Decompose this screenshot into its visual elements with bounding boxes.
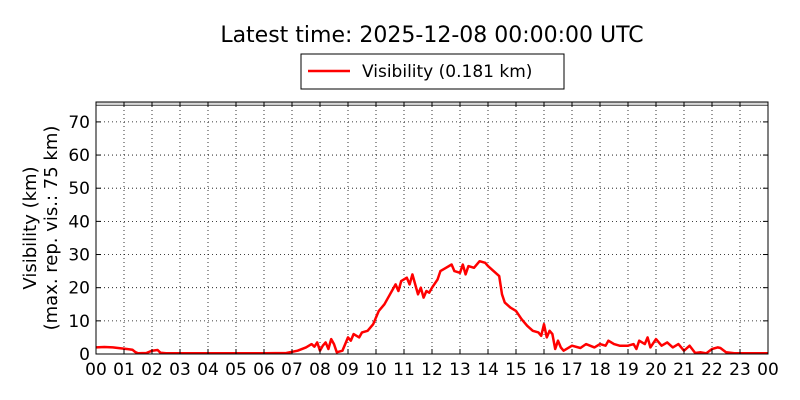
x-tick-label: 07	[281, 360, 303, 380]
x-tick-label: 04	[197, 360, 219, 380]
x-tick-label: 00	[85, 360, 107, 380]
x-tick-label: 18	[589, 360, 611, 380]
y-tick-label: 30	[68, 246, 90, 266]
y-tick-label: 50	[68, 179, 90, 199]
x-tick-label: 06	[253, 360, 275, 380]
plot-frame	[95, 101, 769, 355]
y-tick-label: 40	[68, 212, 90, 232]
y-axis-label: Visibility (km) (max. rep. vis.: 75 km)	[20, 126, 62, 331]
x-tick-label: 19	[617, 360, 639, 380]
y-axis-label-line1: Visibility (km)	[20, 166, 41, 289]
x-tick-label: 20	[645, 360, 667, 380]
x-tick-label: 05	[225, 360, 247, 380]
ticks: 00 01 02 03 04 05 06 07 08 09 10 11 12 13 14 15 16 17 18 19…	[68, 102, 779, 380]
x-tick-label: 00	[757, 360, 779, 380]
legend: Visibility (0.181 km)	[300, 53, 565, 90]
y-tick-label: 60	[68, 146, 90, 166]
x-tick-label: 16	[533, 360, 555, 380]
x-tick-label: 12	[421, 360, 443, 380]
y-tick-label: 10	[68, 312, 90, 332]
x-tick-label: 09	[337, 360, 359, 380]
y-axis-label-line2: (max. rep. vis.: 75 km)	[41, 126, 62, 331]
x-tick-label: 11	[393, 360, 415, 380]
x-tick-label: 17	[561, 360, 583, 380]
chart-title: Latest time: 2025-12-08 00:00:00 UTC	[220, 23, 643, 48]
legend-label: Visibility (0.181 km)	[362, 62, 532, 82]
x-tick-label: 10	[365, 360, 387, 380]
x-tick-label: 03	[169, 360, 191, 380]
series-layer	[95, 259, 768, 355]
x-tick-label: 23	[729, 360, 751, 380]
y-tick-label: 20	[68, 279, 90, 299]
x-tick-label: 01	[113, 360, 135, 380]
x-tick-label: 13	[449, 360, 471, 380]
x-tick-label: 02	[141, 360, 163, 380]
x-tick-label: 08	[309, 360, 331, 380]
grid	[96, 102, 768, 354]
series-line-visibility	[95, 259, 768, 355]
x-tick-label: 22	[701, 360, 723, 380]
x-tick-label: 15	[505, 360, 527, 380]
y-tick-label: 70	[68, 113, 90, 133]
x-tick-label: 21	[673, 360, 695, 380]
y-tick-label: 0	[79, 345, 90, 365]
x-tick-label: 14	[477, 360, 499, 380]
